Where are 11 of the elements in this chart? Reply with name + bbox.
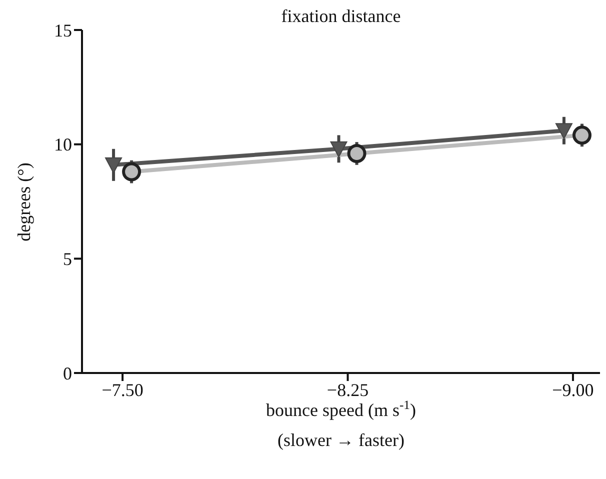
x-axis-title: bounce speed (m s$^{-1}$) <box>266 398 416 420</box>
x-tick-label: −8.25 <box>326 380 369 400</box>
y-tick-label: 15 <box>54 20 72 40</box>
y-tick-label: 10 <box>54 134 72 155</box>
chart-title: fixation distance <box>281 6 401 26</box>
y-axis-title: degrees (°) <box>14 162 34 242</box>
x-tick-label: −7.50 <box>102 380 144 400</box>
y-tick-label: 0 <box>63 363 72 384</box>
text: (slower → faster) <box>278 430 404 450</box>
x-tick-label: −9.00 <box>552 380 594 400</box>
y-tick-label: 5 <box>63 249 72 270</box>
